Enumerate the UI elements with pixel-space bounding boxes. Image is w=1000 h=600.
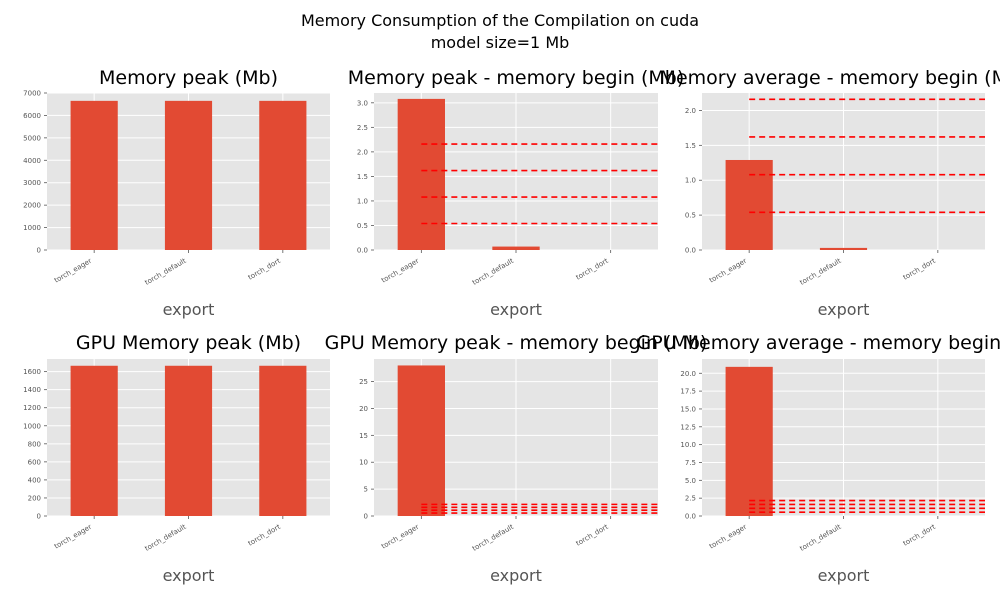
y-tick-label: 2.5 bbox=[685, 495, 696, 503]
y-tick-label: 3.0 bbox=[357, 99, 368, 107]
y-tick-label: 10 bbox=[359, 459, 368, 467]
y-tick-label: 0 bbox=[37, 247, 41, 255]
y-tick-label: 20.0 bbox=[680, 370, 696, 378]
subplots: 01000200030004000500060007000torch_eager… bbox=[23, 90, 985, 585]
x-tick-label: torch_default bbox=[799, 523, 843, 553]
x-tick-label: torch_dort bbox=[247, 523, 282, 548]
y-tick-label: 2.0 bbox=[685, 107, 696, 115]
y-tick-label: 15.0 bbox=[680, 405, 696, 413]
y-tick-label: 1000 bbox=[23, 422, 41, 430]
subplot-2: 0.0 0.5 1.0 1.5 2.0 2.5 3.0 torch_eager torch_de… bbox=[357, 93, 658, 319]
y-tick-label: 2000 bbox=[23, 202, 41, 210]
y-tick-label: 5.0 bbox=[685, 477, 696, 485]
y-tick-label: 200 bbox=[28, 494, 41, 502]
y-tick-label: 1200 bbox=[23, 404, 41, 412]
y-tick-label: 10.0 bbox=[680, 441, 696, 449]
y-tick-label: 0.0 bbox=[685, 513, 696, 521]
x-tick-label: torch_eager bbox=[708, 523, 748, 551]
subplot-4: 0 200 400 600 800 1000 1200 1400 1600 torch_eager… bbox=[23, 359, 330, 585]
x-tick-label: torch_eager bbox=[708, 257, 748, 285]
y-tick-label: 1000 bbox=[23, 224, 41, 232]
y-tick-label: 20 bbox=[359, 405, 368, 413]
y-tick-label: 3000 bbox=[23, 179, 41, 187]
y-tick-label: 7.5 bbox=[685, 459, 696, 467]
subplot-5: 0 5 10 15 20 25 torch_eager torch_default torch_… bbox=[359, 359, 658, 585]
y-tick-label: 0.0 bbox=[685, 247, 696, 255]
y-tick-label: 1600 bbox=[23, 368, 41, 376]
bar-torch_default bbox=[164, 365, 213, 516]
y-tick-label: 400 bbox=[28, 476, 41, 484]
y-tick-label: 600 bbox=[28, 458, 41, 466]
subplot-title: Memory peak - memory begin (Mb) bbox=[348, 67, 685, 89]
y-tick-label: 800 bbox=[28, 440, 41, 448]
x-tick-label: torch_eager bbox=[53, 523, 93, 551]
bar-torch_eager bbox=[397, 365, 445, 516]
x-tick-label: torch_eager bbox=[380, 257, 420, 285]
x-tick-label: torch_dort bbox=[247, 257, 282, 282]
x-axis-label: export bbox=[490, 300, 542, 319]
y-tick-label: 7000 bbox=[23, 90, 41, 98]
y-tick-label: 25 bbox=[359, 378, 368, 386]
subplot-titles: Memory peak (Mb) Memory peak - memory beg… bbox=[76, 67, 1000, 354]
bar-torch_default bbox=[819, 247, 868, 250]
subplot-title: Memory average - memory begin (Mb) bbox=[660, 67, 1000, 89]
bar-torch_default bbox=[164, 100, 213, 250]
y-tick-label: 12.5 bbox=[680, 423, 696, 431]
y-tick-label: 1.5 bbox=[357, 173, 368, 181]
bar-torch_eager bbox=[70, 100, 118, 250]
y-tick-label: 0 bbox=[364, 513, 368, 521]
x-tick-label: torch_eager bbox=[53, 257, 93, 285]
y-tick-label: 1.0 bbox=[357, 197, 368, 205]
subplot-title: GPU Memory peak - memory begin (Mb) bbox=[325, 332, 708, 354]
y-tick-label: 1400 bbox=[23, 386, 41, 394]
y-tick-label: 2.5 bbox=[357, 124, 368, 132]
y-tick-label: 0 bbox=[37, 513, 41, 521]
bar-torch_eager bbox=[725, 366, 773, 516]
x-axis-label: export bbox=[163, 566, 215, 585]
y-tick-label: 17.5 bbox=[680, 388, 696, 396]
y-tick-label: 2.0 bbox=[357, 148, 368, 156]
x-axis-label: export bbox=[818, 300, 870, 319]
x-tick-label: torch_default bbox=[799, 257, 843, 287]
subplot-3: 0.0 0.5 1.0 1.5 2.0 torch_eager torch_default t… bbox=[685, 93, 985, 319]
x-tick-label: torch_default bbox=[144, 257, 188, 287]
figure-subtitle: model size=1 Mb bbox=[431, 33, 570, 52]
x-tick-label: torch_dort bbox=[575, 523, 610, 548]
bar-torch_dort bbox=[259, 100, 307, 250]
y-tick-label: 5000 bbox=[23, 134, 41, 142]
y-tick-label: 4000 bbox=[23, 157, 41, 165]
x-axis-label: export bbox=[490, 566, 542, 585]
y-tick-label: 0.5 bbox=[685, 212, 696, 220]
bar-torch_eager bbox=[397, 98, 445, 250]
x-tick-label: torch_eager bbox=[380, 523, 420, 551]
x-axis-label: export bbox=[818, 566, 870, 585]
bar-torch_eager bbox=[70, 365, 118, 516]
x-tick-label: torch_dort bbox=[902, 257, 937, 282]
y-tick-label: 0.0 bbox=[357, 247, 368, 255]
subplot-title: GPU Memory average - memory begin (Mb) bbox=[636, 332, 1000, 354]
y-tick-label: 0.5 bbox=[357, 222, 368, 230]
x-tick-label: torch_default bbox=[471, 257, 515, 287]
y-tick-label: 1.0 bbox=[685, 177, 696, 185]
x-tick-label: torch_dort bbox=[575, 257, 610, 282]
bar-torch_default bbox=[492, 246, 540, 250]
x-tick-label: torch_default bbox=[144, 523, 188, 553]
y-tick-label: 15 bbox=[359, 432, 368, 440]
x-tick-label: torch_dort bbox=[902, 523, 937, 548]
subplot-title: GPU Memory peak (Mb) bbox=[76, 332, 301, 354]
y-tick-label: 5 bbox=[364, 486, 368, 494]
x-tick-label: torch_default bbox=[471, 523, 515, 553]
subplot-6: 0.0 2.5 5.0 7.5 10.0 12.5 15.0 17.5 20.0 torch_ea… bbox=[680, 359, 985, 585]
x-axis-label: export bbox=[163, 300, 215, 319]
y-tick-label: 1.5 bbox=[685, 142, 696, 150]
y-tick-label: 6000 bbox=[23, 112, 41, 120]
bar-torch_eager bbox=[725, 159, 773, 250]
subplot-title: Memory peak (Mb) bbox=[99, 67, 278, 89]
subplot-1: 0 1000 2000 3000 4000 5000 6000 7000 torch_eager… bbox=[23, 90, 330, 319]
bar-torch_dort bbox=[259, 365, 307, 516]
figure-title: Memory Consumption of the Compilation on… bbox=[301, 11, 699, 30]
